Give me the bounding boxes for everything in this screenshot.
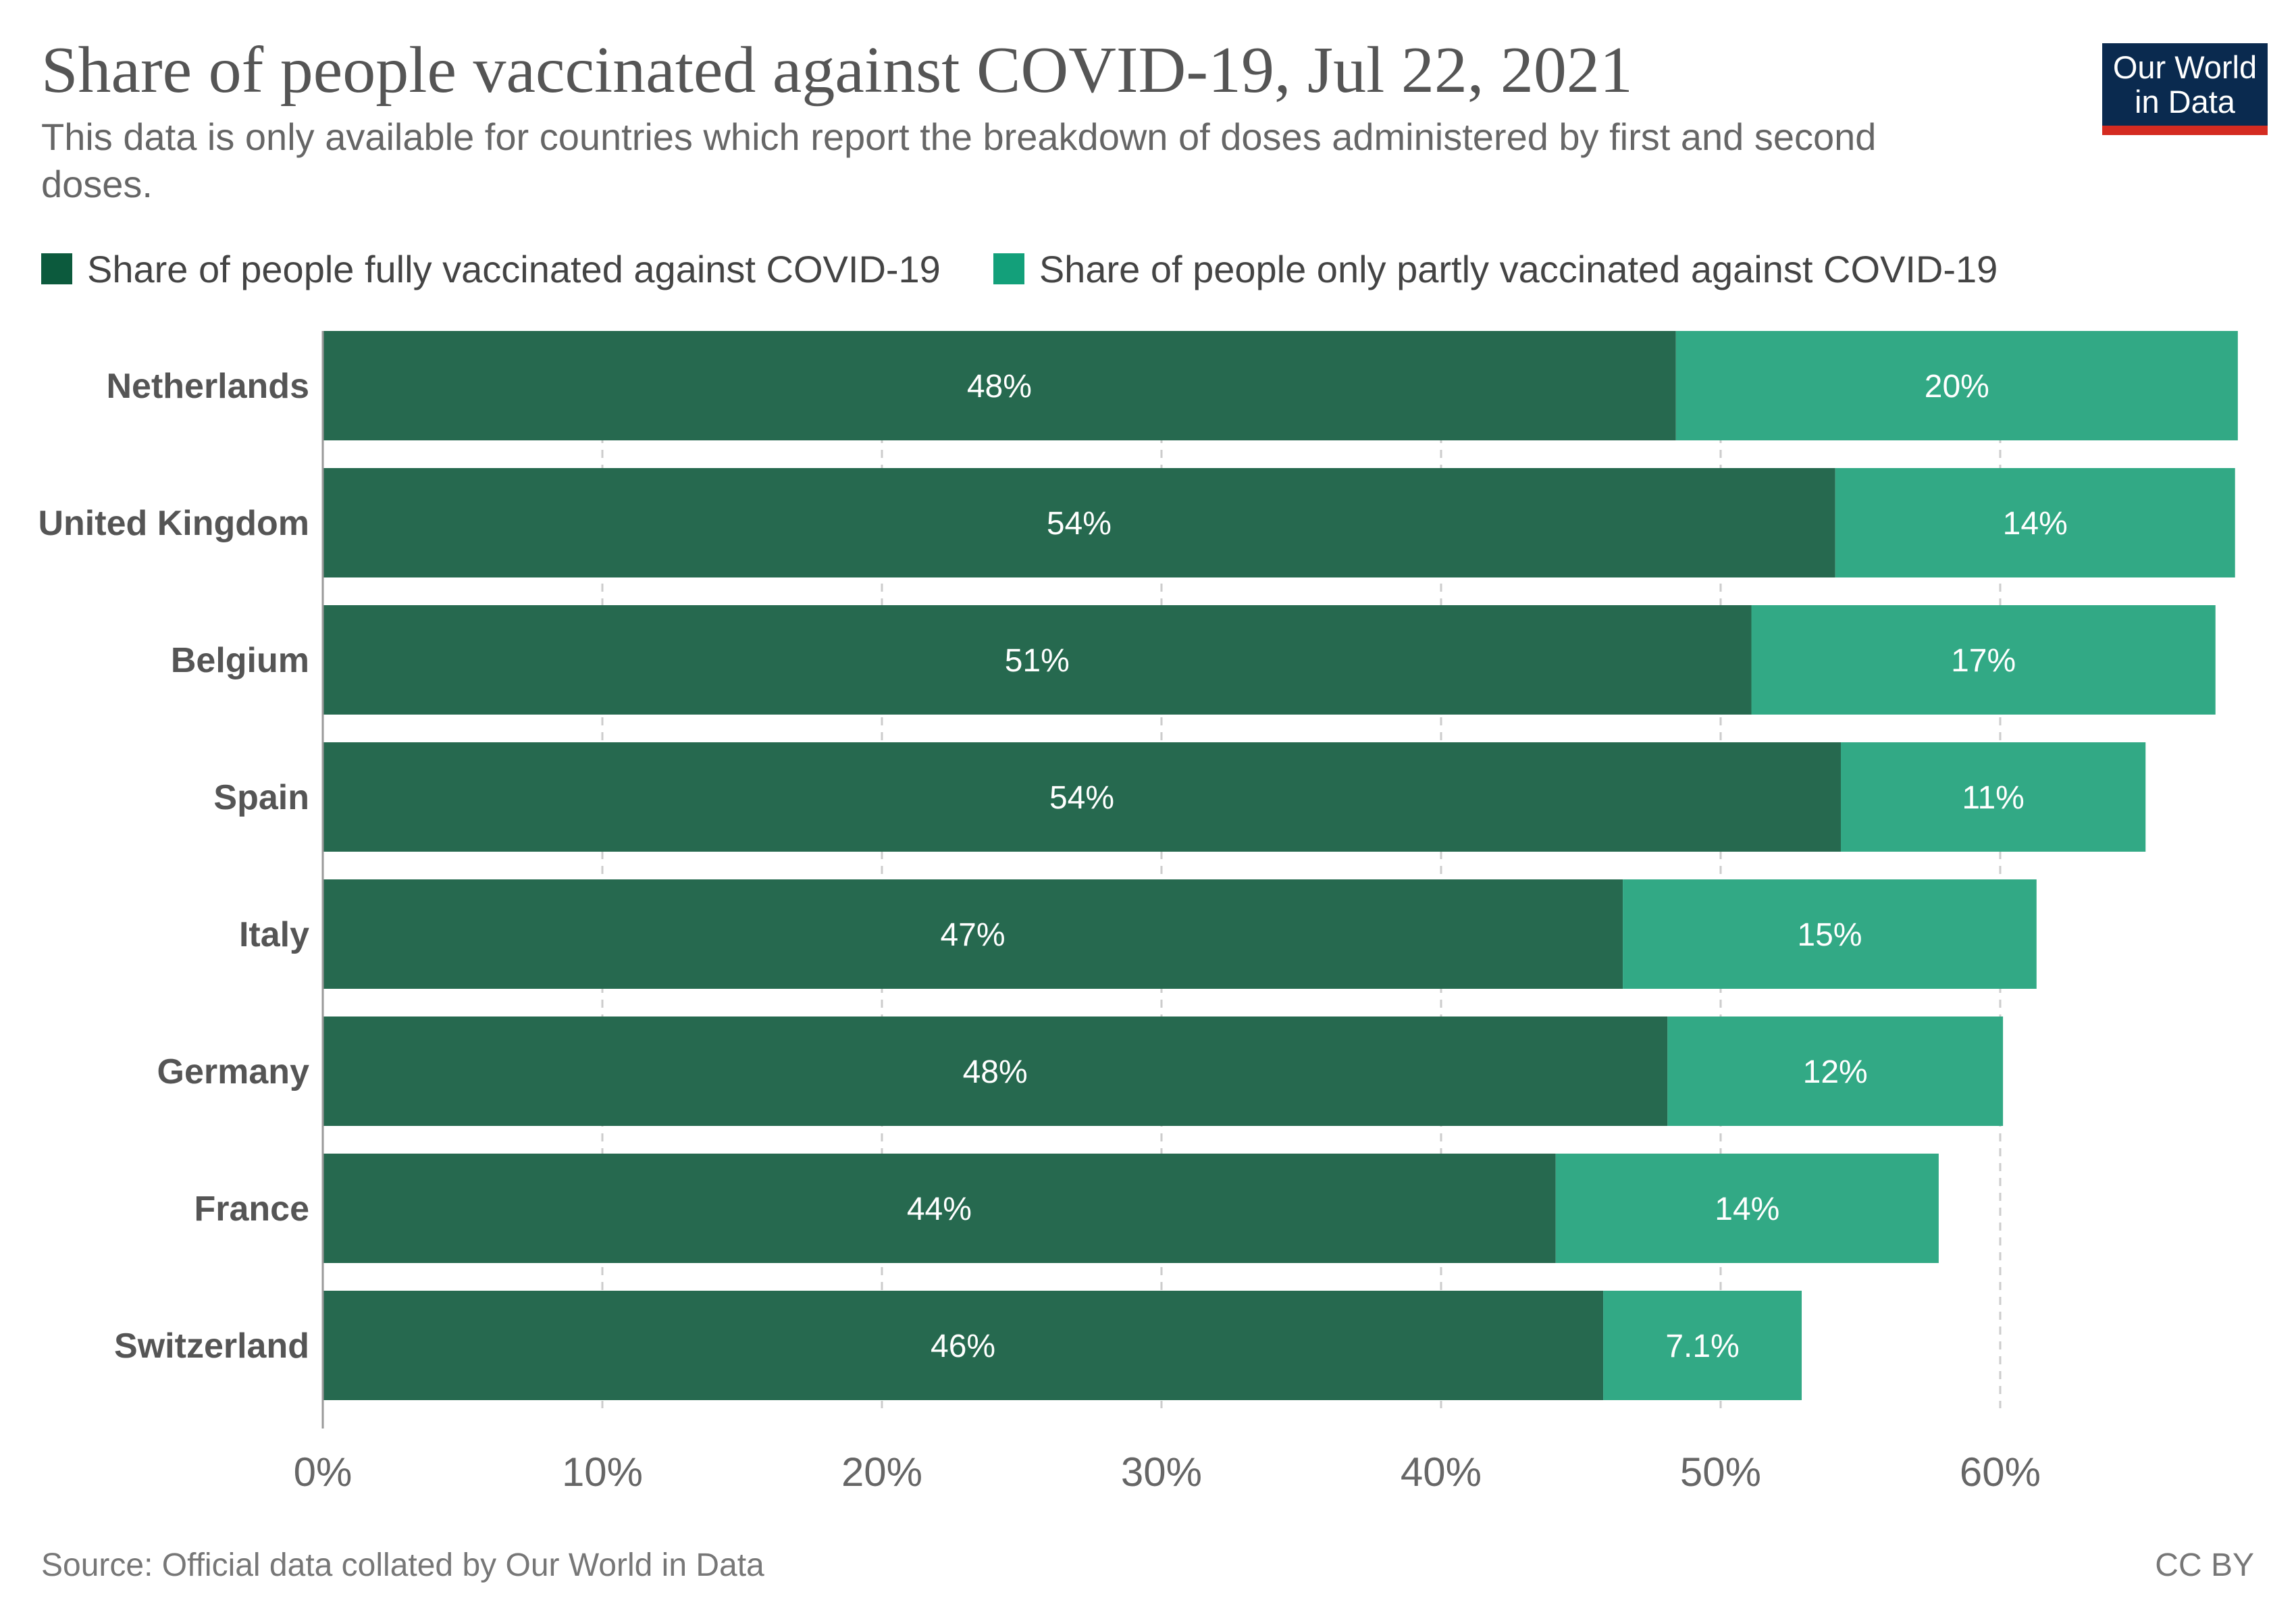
x-tick-label-50: 50%	[1680, 1449, 1761, 1495]
data-label-belgium-fully: 51%	[1005, 643, 1070, 679]
data-label-netherlands-partly: 20%	[1925, 369, 1989, 405]
bar-belgium-fully[interactable]	[323, 605, 1752, 715]
legend-label-fully: Share of people fully vaccinated against…	[87, 247, 941, 290]
chart-legend: Share of people fully vaccinated against…	[41, 242, 2050, 296]
data-label-france-partly: 14%	[1715, 1191, 1779, 1227]
bar-switzerland-fully[interactable]	[323, 1291, 1604, 1400]
bar-italy-partly[interactable]	[1623, 879, 2037, 989]
bar-germany-partly[interactable]	[1667, 1017, 2004, 1126]
bar-united-kingdom-partly[interactable]	[1835, 468, 2235, 577]
data-label-united-kingdom-fully: 54%	[1047, 506, 1112, 542]
x-tick-label-0: 0%	[294, 1449, 353, 1495]
data-label-italy-partly: 15%	[1797, 917, 1862, 953]
data-label-netherlands-fully: 48%	[967, 369, 1032, 405]
category-label-italy: Italy	[239, 915, 309, 954]
owid-logo[interactable]: Our World in Data	[2102, 43, 2268, 135]
category-label-switzerland: Switzerland	[114, 1327, 309, 1366]
bar-united-kingdom-fully[interactable]	[323, 468, 1835, 577]
data-label-germany-fully: 48%	[963, 1054, 1028, 1090]
legend-swatch-partly	[993, 253, 1024, 284]
logo-line-1: Our World	[2112, 49, 2258, 85]
category-label-belgium: Belgium	[171, 641, 309, 680]
data-label-spain-partly: 11%	[1962, 780, 2025, 816]
chart-title: Share of people vaccinated against COVID…	[41, 34, 1633, 107]
x-tick-label-10: 10%	[562, 1449, 643, 1495]
bar-france-fully[interactable]	[323, 1154, 1556, 1263]
category-label-france: France	[194, 1189, 309, 1229]
bar-spain-fully[interactable]	[323, 742, 1841, 852]
legend-label-partly: Share of people only partly vaccinated a…	[1039, 247, 1998, 290]
x-tick-label-30: 30%	[1121, 1449, 1202, 1495]
category-label-united-kingdom: United Kingdom	[38, 504, 309, 543]
data-label-italy-fully: 47%	[940, 917, 1005, 953]
chart-subtitle: This data is only available for countrie…	[41, 115, 1877, 205]
x-tick-label-20: 20%	[841, 1449, 922, 1495]
bar-netherlands-fully[interactable]	[323, 331, 1676, 440]
category-label-netherlands: Netherlands	[106, 367, 309, 406]
category-label-spain: Spain	[213, 778, 309, 817]
bar-france-partly[interactable]	[1555, 1154, 1939, 1263]
bar-germany-fully[interactable]	[323, 1017, 1668, 1126]
legend-item-partly[interactable]: Share of people only partly vaccinated a…	[993, 247, 1998, 291]
data-label-germany-partly: 12%	[1803, 1054, 1868, 1090]
x-tick-label-40: 40%	[1401, 1449, 1482, 1495]
bar-switzerland-partly[interactable]	[1603, 1291, 1802, 1400]
bar-spain-partly[interactable]	[1840, 742, 2146, 852]
stacked-bar-chart: 48% 20% Netherlands 54% 14% United Kingdom 51%…	[38, 331, 2238, 1495]
data-label-united-kingdom-partly: 14%	[2003, 506, 2068, 542]
data-label-switzerland-fully: 46%	[931, 1329, 995, 1364]
logo-line-2: in Data	[2135, 84, 2235, 120]
data-label-france-fully: 44%	[907, 1191, 972, 1227]
legend-item-fully[interactable]: Share of people fully vaccinated against…	[41, 247, 941, 291]
category-label-germany: Germany	[157, 1052, 310, 1091]
x-tick-label-60: 60%	[1960, 1449, 2041, 1495]
bar-netherlands-partly[interactable]	[1675, 331, 2238, 440]
license-label[interactable]: CC BY	[2155, 1547, 2254, 1583]
bar-belgium-partly[interactable]	[1751, 605, 2216, 715]
data-label-spain-fully: 54%	[1049, 780, 1114, 816]
source-note[interactable]: Source: Official data collated by Our Wo…	[41, 1547, 764, 1583]
data-label-belgium-partly: 17%	[1951, 643, 2016, 679]
data-label-switzerland-partly: 7.1%	[1665, 1329, 1739, 1364]
bar-italy-fully[interactable]	[323, 879, 1623, 989]
legend-swatch-fully	[41, 253, 72, 284]
